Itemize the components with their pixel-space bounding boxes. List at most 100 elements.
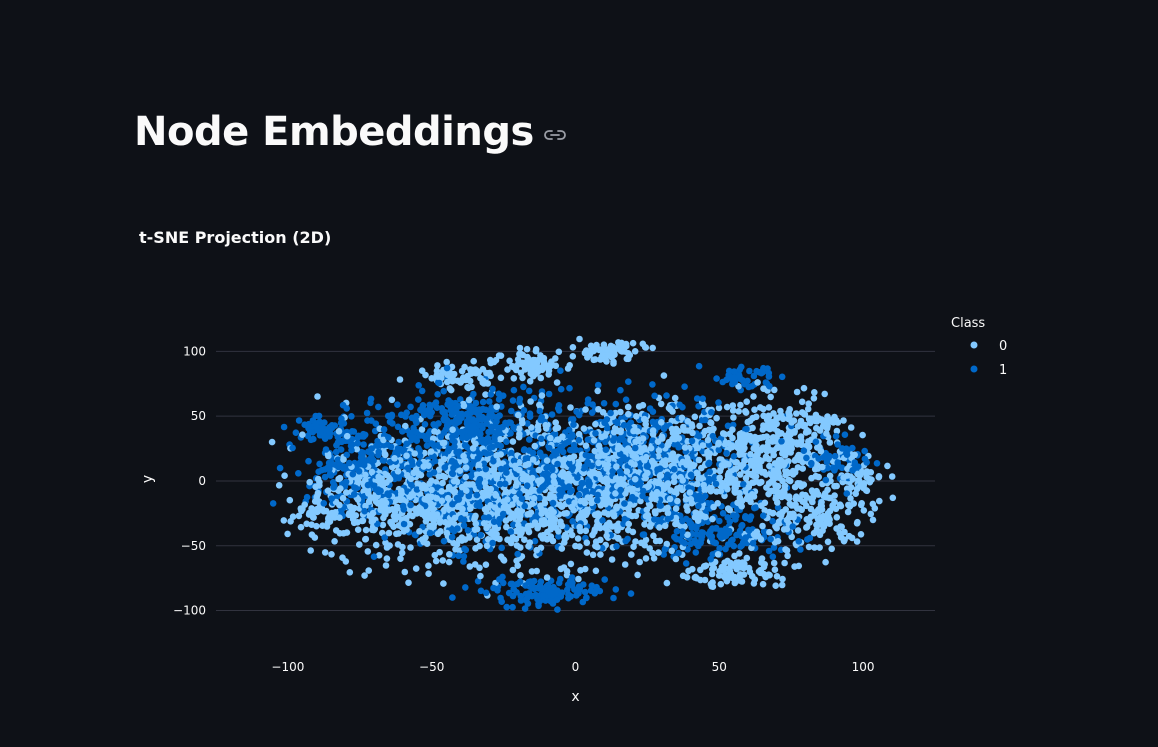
point-class-0: [657, 400, 665, 408]
point-class-0: [815, 491, 822, 498]
point-class-0: [702, 513, 709, 521]
point-class-0: [774, 428, 781, 435]
point-class-1: [407, 501, 414, 509]
point-class-0: [647, 444, 655, 452]
point-class-0: [509, 501, 516, 508]
point-class-0: [650, 555, 658, 562]
point-class-1: [679, 528, 686, 535]
point-class-1: [826, 452, 833, 460]
point-class-1: [473, 491, 481, 499]
point-class-0: [394, 541, 402, 548]
point-class-0: [613, 503, 621, 511]
point-class-0: [747, 457, 754, 465]
point-class-1: [364, 481, 372, 489]
point-class-1: [374, 486, 382, 493]
point-class-0: [434, 362, 441, 369]
point-class-0: [826, 439, 834, 446]
point-class-0: [767, 447, 774, 454]
point-class-0: [566, 454, 574, 462]
legend-marker-1[interactable]: [970, 365, 978, 373]
point-class-0: [690, 462, 697, 470]
point-class-0: [760, 405, 767, 413]
point-class-1: [673, 441, 681, 448]
point-class-0: [731, 552, 738, 560]
point-class-0: [575, 461, 583, 468]
point-class-0: [299, 505, 306, 513]
point-class-1: [746, 367, 753, 375]
point-class-0: [531, 442, 539, 450]
point-class-0: [331, 538, 338, 545]
point-class-0: [735, 559, 742, 566]
point-class-0: [548, 518, 556, 525]
point-class-0: [728, 475, 736, 483]
point-class-1: [327, 472, 335, 479]
legend-label-1[interactable]: 1: [999, 363, 1007, 378]
points-layer: [268, 335, 897, 613]
point-class-0: [541, 507, 549, 515]
point-class-0: [567, 560, 575, 568]
point-class-1: [525, 578, 533, 586]
point-class-1: [538, 413, 545, 421]
point-class-1: [695, 432, 703, 440]
legend-label-0[interactable]: 0: [999, 339, 1007, 354]
link-icon[interactable]: [543, 128, 566, 142]
point-class-0: [519, 351, 527, 359]
point-class-0: [710, 425, 717, 433]
point-class-1: [834, 459, 841, 466]
point-class-1: [715, 399, 722, 406]
point-class-0: [717, 580, 725, 588]
point-class-1: [483, 450, 491, 457]
point-class-1: [477, 531, 485, 539]
point-class-0: [478, 470, 485, 478]
point-class-1: [458, 488, 465, 496]
point-class-0: [379, 521, 387, 529]
legend-marker-0[interactable]: [970, 341, 978, 349]
point-class-1: [570, 441, 578, 449]
point-class-1: [532, 513, 539, 521]
point-class-0: [475, 461, 483, 469]
point-class-1: [631, 444, 639, 452]
point-class-0: [742, 474, 750, 482]
point-class-0: [353, 445, 361, 453]
point-class-1: [537, 578, 545, 585]
point-class-0: [791, 563, 798, 570]
point-class-1: [569, 464, 576, 471]
point-class-0: [346, 569, 354, 576]
point-class-1: [831, 452, 839, 460]
point-class-0: [662, 457, 669, 464]
point-class-0: [672, 555, 680, 563]
point-class-1: [458, 434, 466, 442]
point-class-1: [455, 552, 462, 560]
point-class-1: [315, 468, 323, 476]
point-class-0: [605, 456, 612, 463]
point-class-0: [796, 505, 804, 512]
point-class-1: [719, 378, 726, 386]
point-class-0: [595, 459, 602, 467]
point-class-0: [598, 433, 606, 441]
point-class-1: [565, 426, 573, 434]
point-class-1: [526, 410, 534, 418]
point-class-1: [472, 399, 480, 407]
point-class-1: [354, 440, 362, 447]
point-class-1: [386, 458, 394, 466]
point-class-0: [719, 430, 727, 437]
point-class-1: [769, 517, 776, 525]
point-class-0: [582, 527, 590, 535]
point-class-0: [519, 359, 526, 367]
point-class-0: [668, 547, 675, 555]
point-class-0: [527, 398, 534, 405]
point-class-1: [464, 527, 472, 534]
point-class-1: [580, 581, 587, 588]
point-class-1: [421, 411, 428, 419]
point-class-1: [531, 537, 539, 545]
point-class-1: [343, 451, 351, 459]
point-class-0: [629, 485, 637, 493]
point-class-0: [438, 497, 446, 505]
point-class-0: [515, 433, 523, 441]
point-class-0: [785, 493, 793, 500]
point-class-0: [770, 451, 777, 459]
point-class-0: [769, 510, 777, 517]
point-class-0: [550, 473, 557, 480]
point-class-1: [389, 420, 396, 427]
